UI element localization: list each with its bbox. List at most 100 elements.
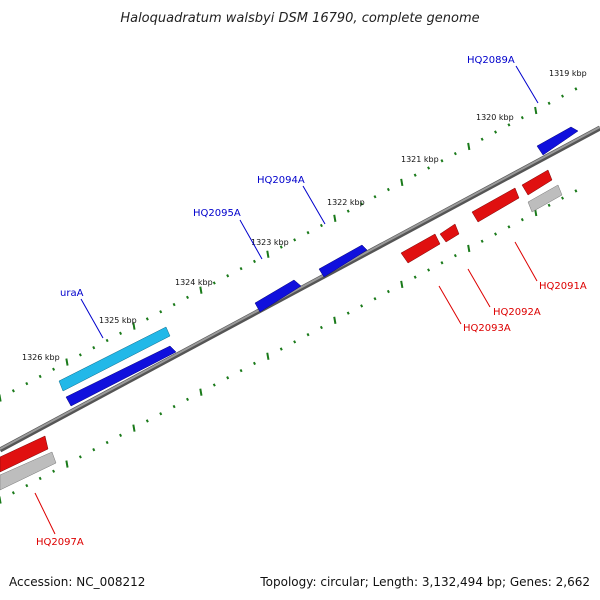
gene-labels: HQ2089A HQ2094A HQ2095A uraA HQ2091A HQ2… bbox=[36, 55, 587, 548]
inner-track-tick bbox=[132, 424, 136, 432]
outer-track-tick bbox=[252, 259, 256, 264]
outer-track-tick bbox=[52, 367, 56, 371]
outer-track-tick bbox=[440, 159, 444, 163]
inner-track-tick bbox=[507, 225, 511, 229]
outer-track-tick bbox=[132, 322, 136, 330]
inner-track-tick bbox=[346, 311, 350, 315]
outer-track-tick bbox=[346, 209, 350, 213]
tick-labels: 1319 kbp 1320 kbp 1321 kbp 1322 kbp 1323… bbox=[22, 69, 587, 362]
inner-track-tick bbox=[547, 203, 551, 207]
feature-grey-left bbox=[0, 451, 57, 491]
outer-track-tick bbox=[494, 130, 498, 134]
inner-track-tick bbox=[494, 232, 498, 236]
outer-track-tick bbox=[119, 331, 123, 335]
outer-track-tick bbox=[574, 87, 578, 91]
inner-track-tick bbox=[266, 352, 270, 360]
outer-track-tick bbox=[467, 142, 471, 151]
tick-label-1326: 1326 kbp bbox=[22, 353, 60, 362]
gene-arrow-hq2092a[interactable] bbox=[471, 187, 520, 223]
gene-label-hq2092a[interactable]: HQ2092A bbox=[493, 307, 541, 318]
inner-track-tick bbox=[413, 275, 417, 279]
outer-track-tick bbox=[520, 116, 524, 120]
outer-track-tick bbox=[507, 123, 511, 127]
outer-track-tick bbox=[78, 353, 82, 357]
gene-label-hq2091a[interactable]: HQ2091A bbox=[539, 281, 587, 292]
inner-track-tick bbox=[252, 361, 256, 366]
inner-track-tick bbox=[25, 483, 29, 488]
leader-hq2097a bbox=[34, 492, 56, 535]
inner-tick-track bbox=[0, 189, 578, 504]
accession-text: Accession: NC_008212 bbox=[9, 575, 145, 589]
gene-label-hq2093a[interactable]: HQ2093A bbox=[463, 323, 511, 334]
outer-track-tick bbox=[400, 178, 404, 187]
inner-track-tick bbox=[561, 196, 565, 200]
outer-track-tick bbox=[413, 173, 417, 177]
label-leader-lines bbox=[34, 65, 539, 535]
tick-label-1320: 1320 kbp bbox=[476, 113, 514, 122]
outer-track-tick bbox=[561, 94, 565, 98]
inner-track-tick bbox=[78, 455, 82, 459]
tick-label-1321: 1321 kbp bbox=[401, 155, 439, 164]
gene-label-hq2095a[interactable]: HQ2095A bbox=[193, 208, 241, 219]
outer-track-tick bbox=[239, 266, 243, 271]
inner-track-tick bbox=[186, 397, 189, 402]
gene-arrow-hq2093a[interactable] bbox=[400, 233, 441, 264]
gene-arrow-hq2096a[interactable] bbox=[65, 345, 177, 407]
gene-label-uraa[interactable]: uraA bbox=[60, 288, 84, 299]
inner-track-tick bbox=[159, 412, 163, 416]
gene-arrow-hq2089a[interactable] bbox=[536, 126, 579, 156]
inner-track-tick bbox=[574, 189, 578, 193]
inner-track-tick bbox=[279, 347, 283, 351]
leader-hq2092a bbox=[467, 268, 491, 308]
tick-label-1325: 1325 kbp bbox=[99, 316, 137, 325]
outer-track-tick bbox=[65, 358, 69, 366]
inner-track-tick bbox=[65, 460, 69, 468]
genome-backbone-highlight bbox=[0, 126, 600, 450]
outer-track-tick bbox=[226, 274, 230, 278]
inner-track-tick bbox=[172, 404, 176, 409]
leader-uraa bbox=[80, 298, 104, 339]
outer-track-tick bbox=[306, 231, 310, 235]
gene-arrow-hq2095a[interactable] bbox=[254, 279, 302, 313]
inner-track-tick bbox=[386, 289, 390, 294]
outer-track-tick bbox=[266, 250, 270, 258]
gene-arrow-hq2094a[interactable] bbox=[318, 244, 368, 278]
inner-track-tick bbox=[239, 368, 243, 373]
genome-summary-text: Topology: circular; Length: 3,132,494 bp… bbox=[259, 575, 590, 589]
gene-label-hq2094a[interactable]: HQ2094A bbox=[257, 175, 305, 186]
inner-track-tick bbox=[306, 333, 310, 337]
tick-label-1322: 1322 kbp bbox=[327, 198, 365, 207]
tick-label-1324: 1324 kbp bbox=[175, 278, 213, 287]
forward-genes bbox=[58, 126, 579, 407]
outer-track-tick bbox=[38, 374, 42, 379]
leader-hq2093a bbox=[438, 285, 462, 325]
inner-track-tick bbox=[440, 261, 444, 265]
tick-label-1319: 1319 kbp bbox=[549, 69, 587, 78]
outer-track-tick bbox=[480, 137, 484, 141]
inner-track-tick bbox=[199, 388, 203, 396]
outer-track-tick bbox=[319, 223, 323, 228]
leader-hq2095a bbox=[239, 219, 263, 260]
outer-track-tick bbox=[427, 166, 431, 170]
gene-arrow-hq2093a-small[interactable] bbox=[439, 223, 460, 243]
leader-hq2091a bbox=[514, 241, 538, 282]
gene-arrow-uraa[interactable] bbox=[58, 326, 171, 392]
gene-arrow-hq2091a[interactable] bbox=[521, 169, 553, 196]
inner-track-tick bbox=[145, 419, 149, 423]
tick-label-1323: 1323 kbp bbox=[251, 238, 289, 247]
outer-track-tick bbox=[293, 238, 297, 242]
gene-label-hq2097a[interactable]: HQ2097A bbox=[36, 537, 84, 548]
inner-track-tick bbox=[293, 340, 297, 344]
outer-track-tick bbox=[279, 245, 283, 249]
inner-track-tick bbox=[52, 469, 56, 473]
inner-track-tick bbox=[400, 280, 404, 289]
gene-label-hq2089a[interactable]: HQ2089A bbox=[467, 55, 515, 66]
map-title: Haloquadratum walsbyi DSM 16790, complet… bbox=[120, 11, 479, 26]
inner-track-tick bbox=[520, 218, 524, 222]
feature-grey-right bbox=[527, 184, 563, 213]
inner-track-tick bbox=[427, 268, 431, 272]
leader-hq2094a bbox=[302, 185, 326, 225]
outer-tick-track bbox=[0, 87, 578, 402]
gene-arrow-hq2097a[interactable] bbox=[0, 435, 49, 473]
outer-track-tick bbox=[25, 381, 29, 386]
